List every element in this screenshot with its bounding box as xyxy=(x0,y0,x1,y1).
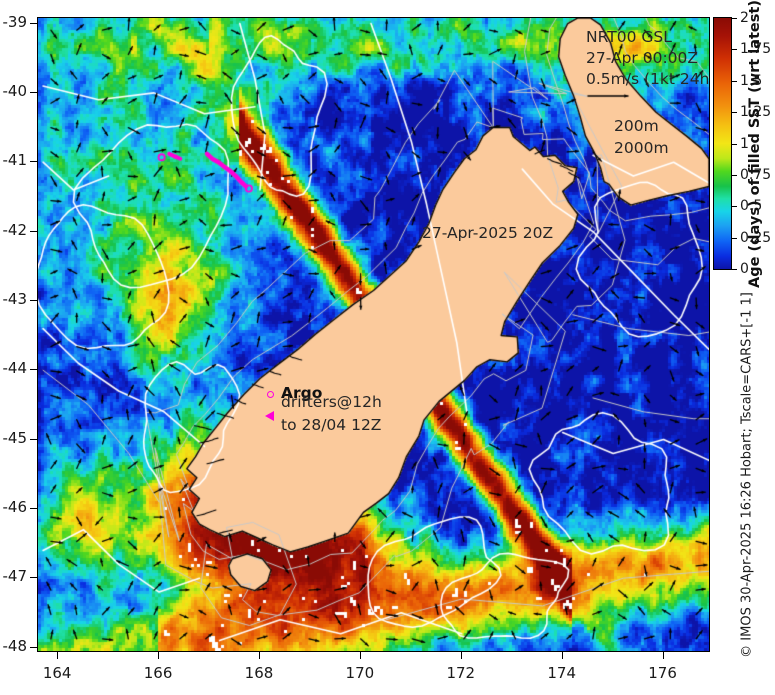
y-tick-label: -48 xyxy=(2,636,28,655)
colorbar-tick-label: 0.5 xyxy=(740,198,763,215)
y-tick xyxy=(30,507,37,509)
x-tick xyxy=(359,652,361,659)
y-tick xyxy=(30,577,37,579)
annotation-drifters: drifters@12h xyxy=(281,393,382,411)
colorbar-tick xyxy=(732,237,737,239)
x-tick-label: 176 xyxy=(648,664,677,682)
colorbar-tick xyxy=(732,49,737,51)
colorbar xyxy=(713,17,732,270)
credit-block: © IMOS 30-Apr-2025 16:26 Hobart; Tscale=… xyxy=(736,292,758,658)
annotation-argo: Argo xyxy=(281,384,323,402)
y-tick xyxy=(30,299,37,301)
x-tick-label: 170 xyxy=(345,664,375,682)
colorbar-tick-label: 1.75 xyxy=(740,41,772,58)
y-tick-label: -46 xyxy=(2,497,28,516)
colorbar-tick xyxy=(732,174,737,176)
colorbar-tick-label: 0.25 xyxy=(740,229,772,246)
argo-marker-icon xyxy=(267,391,274,398)
colorbar-tick-label: 0 xyxy=(740,261,749,277)
y-tick-label: -40 xyxy=(2,81,28,100)
x-tick xyxy=(662,652,664,659)
colorbar-title-text: Age (days) of filled SST (wrt latest) xyxy=(747,0,763,288)
x-tick xyxy=(561,652,563,659)
annotation-field-time: 27-Apr-2025 20Z xyxy=(422,224,554,242)
y-tick-label: -43 xyxy=(2,289,28,308)
x-tick xyxy=(158,652,160,659)
x-tick-label: 168 xyxy=(244,664,274,682)
x-tick-label: 172 xyxy=(446,664,476,682)
y-tick xyxy=(30,91,37,93)
map-plot-area[interactable]: NRT00 GSL 27-Apr 00:00Z 0.5m/s (1kt 24h)… xyxy=(37,17,710,652)
annotation-product-time: 27-Apr 00:00Z xyxy=(586,49,699,67)
x-tick-label: 166 xyxy=(143,664,173,682)
y-tick-label: -39 xyxy=(2,12,28,31)
y-tick-label: -45 xyxy=(2,428,28,447)
y-tick xyxy=(30,230,37,232)
drifter-marker-icon xyxy=(265,411,274,421)
x-tick xyxy=(460,652,462,659)
y-tick xyxy=(30,22,37,24)
y-tick xyxy=(30,161,37,163)
colorbar-tick xyxy=(732,143,737,145)
map-overlays xyxy=(38,18,709,651)
colorbar-tick-label: 2 xyxy=(740,10,749,26)
colorbar-tick-label: 0.75 xyxy=(740,166,772,183)
colorbar-tick xyxy=(732,112,737,114)
x-tick xyxy=(57,652,59,659)
y-tick xyxy=(30,646,37,648)
x-tick-label: 174 xyxy=(547,664,576,682)
x-tick-label: 164 xyxy=(42,664,72,682)
y-tick-label: -42 xyxy=(2,220,28,239)
annotation-product: NRT00 GSL xyxy=(586,28,672,46)
colorbar-tick xyxy=(732,206,737,208)
colorbar-title: Age (days) of filled SST (wrt latest) xyxy=(744,0,766,287)
colorbar-tick-label: 1.5 xyxy=(740,72,763,89)
annotation-depth-2000: 2000m xyxy=(614,139,669,157)
colorbar-tick xyxy=(732,18,737,19)
annotation-drifter-period: to 28/04 12Z xyxy=(281,416,382,434)
y-tick xyxy=(30,438,37,440)
y-tick-label: -44 xyxy=(2,359,28,378)
colorbar-tick-label: 1.25 xyxy=(740,104,772,121)
colorbar-tick-label: 1 xyxy=(740,135,749,152)
colorbar-tick xyxy=(732,80,737,82)
colorbar-ticks: 0 0.25 0.5 0.75 1 1.25 1.5 1.75 2 xyxy=(732,10,775,277)
colorbar-tick xyxy=(732,269,737,270)
credit-text: © IMOS 30-Apr-2025 16:26 Hobart; Tscale=… xyxy=(739,292,755,658)
y-tick xyxy=(30,369,37,371)
y-tick-label: -41 xyxy=(2,151,28,170)
annotation-depth-200: 200m xyxy=(614,117,659,135)
y-tick-label: -47 xyxy=(2,567,28,586)
x-tick xyxy=(258,652,260,659)
annotation-vector-scale: 0.5m/s (1kt 24h) xyxy=(586,70,710,88)
